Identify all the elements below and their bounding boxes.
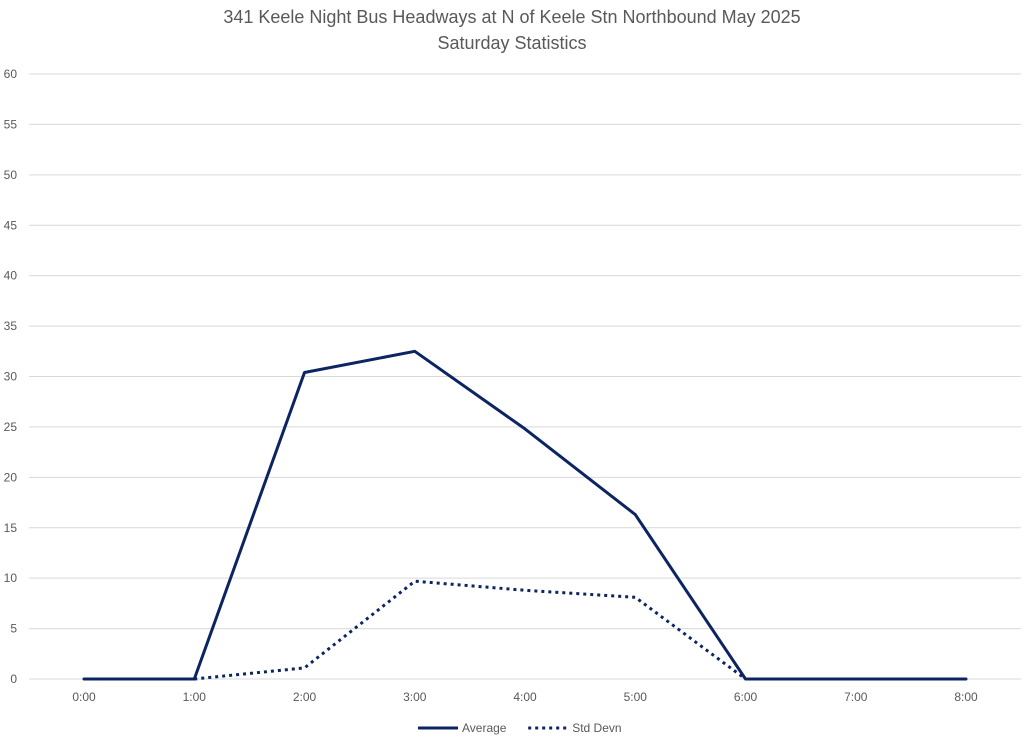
- y-tick-label: 30: [4, 370, 18, 384]
- chart-subtitle: Saturday Statistics: [437, 33, 587, 53]
- series-line-std-devn: [194, 579, 747, 681]
- x-tick-label: 0:00: [72, 690, 96, 704]
- y-tick-label: 35: [4, 319, 18, 333]
- y-tick-label: 20: [4, 470, 18, 484]
- x-tick-label: 2:00: [293, 690, 317, 704]
- y-tick-label: 45: [4, 218, 18, 232]
- x-tick-label: 8:00: [954, 690, 978, 704]
- x-tick-label: 7:00: [844, 690, 868, 704]
- legend-label: Average: [462, 721, 507, 735]
- x-tick-label: 1:00: [183, 690, 207, 704]
- y-tick-label: 25: [4, 420, 18, 434]
- y-tick-label: 50: [4, 168, 18, 182]
- x-tick-label: 5:00: [624, 690, 648, 704]
- x-tick-label: 3:00: [403, 690, 427, 704]
- y-tick-label: 40: [4, 269, 18, 283]
- y-tick-label: 0: [10, 672, 17, 686]
- series-line-average: [82, 349, 968, 681]
- x-tick-label: 6:00: [734, 690, 758, 704]
- x-tick-label: 4:00: [513, 690, 537, 704]
- y-tick-label: 60: [4, 67, 18, 81]
- y-tick-label: 5: [10, 622, 17, 636]
- y-tick-label: 15: [4, 521, 18, 535]
- chart-title: 341 Keele Night Bus Headways at N of Kee…: [223, 7, 801, 27]
- legend-label: Std Devn: [572, 721, 621, 735]
- y-tick-label: 10: [4, 571, 18, 585]
- y-tick-label: 55: [4, 117, 18, 131]
